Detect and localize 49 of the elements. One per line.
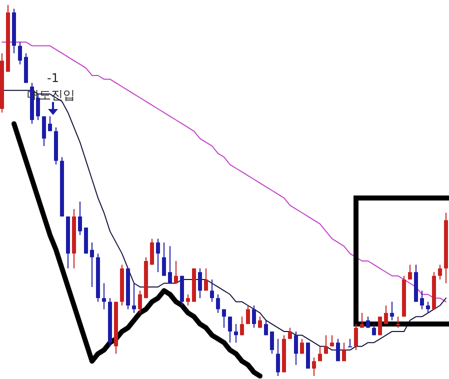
candlestick xyxy=(90,242,94,288)
candlestick xyxy=(234,324,238,344)
candlestick xyxy=(348,338,352,348)
candlestick xyxy=(216,294,220,314)
candlestick xyxy=(156,238,160,273)
candlestick xyxy=(366,316,370,328)
candlestick xyxy=(168,246,172,284)
candlestick xyxy=(258,316,262,328)
candlestick xyxy=(150,238,154,266)
candlestick xyxy=(438,264,442,280)
candlestick xyxy=(312,356,316,376)
candlestick xyxy=(240,316,244,336)
candlestick xyxy=(342,342,346,362)
candlestick xyxy=(324,334,328,354)
candlestick xyxy=(246,305,250,325)
candlestick xyxy=(390,301,394,321)
candlestick xyxy=(102,282,106,310)
candlestick xyxy=(132,282,136,314)
candlestick xyxy=(408,264,412,280)
candlestick xyxy=(48,116,52,132)
candlestick xyxy=(396,316,400,328)
candlestick xyxy=(186,294,190,306)
candlestick xyxy=(336,338,340,362)
candlestick xyxy=(138,290,142,314)
candlestick xyxy=(198,268,202,299)
candlestick xyxy=(426,301,430,314)
candlestick xyxy=(204,268,208,292)
candlestick xyxy=(222,308,226,328)
candlestick xyxy=(78,201,82,236)
candlestick xyxy=(264,320,268,336)
candlestick xyxy=(162,242,166,276)
candlestick xyxy=(300,338,304,354)
candlestick xyxy=(270,330,274,354)
candlestick xyxy=(360,312,364,328)
candlestick xyxy=(228,316,232,344)
candlestick xyxy=(288,327,292,340)
candlestick xyxy=(276,338,280,376)
candlestick xyxy=(294,330,298,366)
candlestick xyxy=(252,305,256,328)
candlestick xyxy=(318,346,322,362)
annotation: -1 xyxy=(47,71,59,85)
candlestick xyxy=(354,324,358,351)
candlestick xyxy=(42,116,46,146)
candlestick xyxy=(384,305,388,325)
candlestick xyxy=(210,279,214,302)
candlestick xyxy=(420,290,424,310)
candlestick xyxy=(174,260,178,284)
candlestick xyxy=(18,42,22,65)
candlestick xyxy=(330,334,334,347)
